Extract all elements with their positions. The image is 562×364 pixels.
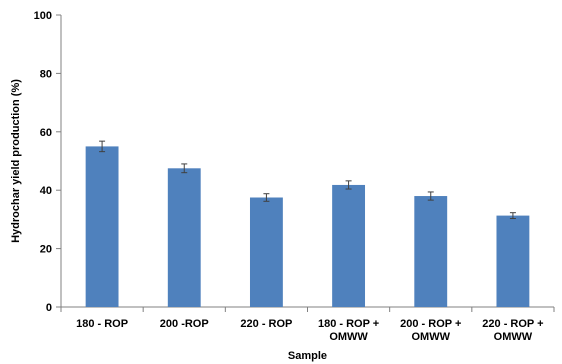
x-axis: 180 - ROP 200 -ROP 220 - ROP 180 - ROP + OMW… <box>60 306 555 343</box>
y-axis: 0 20 40 60 80 100 <box>34 10 62 314</box>
error-bar <box>263 193 270 202</box>
bars <box>85 146 530 307</box>
y-tick-label: 100 <box>34 10 52 22</box>
error-bar <box>181 163 188 174</box>
x-tick-label-line: 180 - ROP <box>76 318 128 330</box>
bar <box>496 215 530 307</box>
error-bar <box>509 212 516 220</box>
x-tick-label-line: 200 - ROP + <box>400 318 461 330</box>
x-tick-label-line: 200 -ROP <box>160 318 209 330</box>
bar <box>332 184 366 307</box>
bar <box>167 168 201 307</box>
x-tick-label: 200 - ROP + OMWW <box>400 318 461 343</box>
y-tick-label: 0 <box>46 302 52 314</box>
error-bar <box>99 140 106 153</box>
error-bar <box>345 180 352 190</box>
y-tick-label: 80 <box>40 68 52 80</box>
x-tick-label: 220 - ROP <box>240 318 292 330</box>
x-tick-label-line: 220 - ROP <box>240 318 292 330</box>
x-tick-label-line: OMWW <box>412 331 451 343</box>
bar <box>249 197 283 307</box>
x-tick-label: 180 - ROP <box>76 318 128 330</box>
y-tick-label: 40 <box>40 185 52 197</box>
bar <box>414 196 448 307</box>
bar <box>85 146 119 307</box>
y-axis-title: Hydrochar yield production (%) <box>10 79 22 243</box>
x-tick-label-line: 220 - ROP + <box>482 318 543 330</box>
x-tick-label-line: 180 - ROP + <box>318 318 379 330</box>
x-axis-title: Sample <box>288 350 327 362</box>
x-tick-label-line: OMWW <box>494 331 533 343</box>
x-tick-label: 200 -ROP <box>160 318 209 330</box>
error-bar <box>427 191 434 201</box>
x-tick-label: 220 - ROP + OMWW <box>482 318 543 343</box>
error-bars <box>99 140 516 220</box>
y-tick-label: 60 <box>40 127 52 139</box>
x-tick-label: 180 - ROP + OMWW <box>318 318 379 343</box>
y-tick-label: 20 <box>40 244 52 256</box>
x-tick-label-line: OMWW <box>329 331 368 343</box>
